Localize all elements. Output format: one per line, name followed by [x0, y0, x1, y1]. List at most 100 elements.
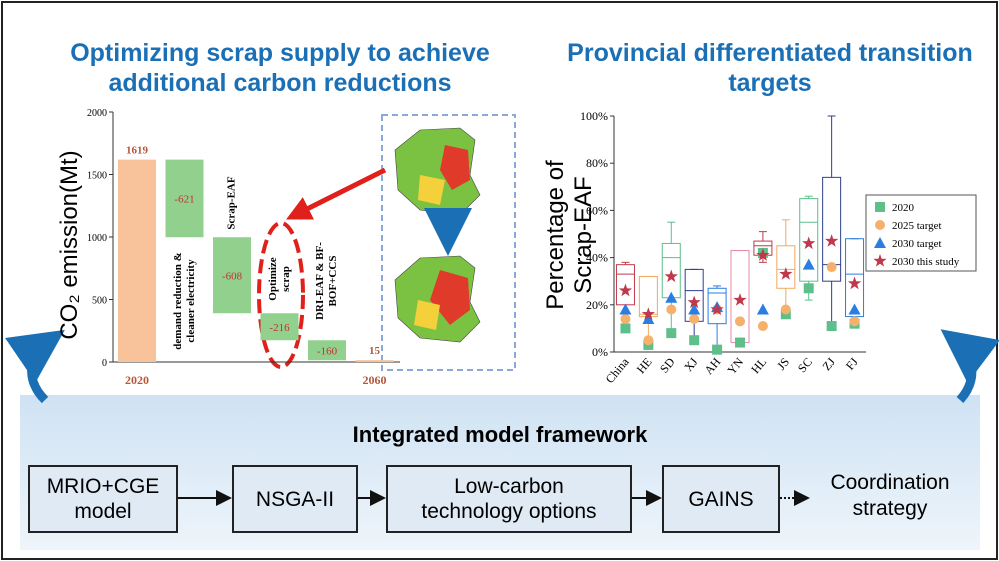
point [666, 328, 677, 339]
x-tick-label: JS [774, 355, 792, 373]
point [873, 254, 887, 267]
left-title: Optimizing scrap supply to achieve addit… [70, 39, 490, 97]
x-tick-label: ZJ [819, 355, 838, 373]
point [712, 344, 723, 355]
box [799, 198, 819, 282]
y-tick-label: 0 [102, 358, 107, 369]
box [707, 287, 727, 325]
point [618, 283, 633, 297]
x-tick-label: AH [702, 355, 724, 378]
map-region [440, 145, 470, 190]
bar [165, 159, 204, 238]
x-tick-label: HL [748, 355, 769, 376]
node: NSGA-II [232, 465, 358, 533]
point [824, 234, 839, 247]
highlight-ellipse [257, 221, 305, 369]
bar [260, 313, 299, 341]
bar [118, 159, 156, 362]
curved-arrow [5, 329, 65, 404]
point [733, 293, 747, 306]
point [666, 304, 677, 315]
x-tick-label: YN [724, 355, 746, 378]
map-region [414, 300, 440, 330]
right-title: Provincial differentiated transition tar… [567, 39, 973, 97]
point [826, 321, 837, 332]
category-label: DRI-EAF & BF-BOF+CCS [314, 242, 339, 321]
point [735, 316, 745, 327]
point [735, 337, 745, 348]
legend-label: 2020 [892, 202, 915, 214]
point [826, 262, 837, 273]
category-label: Optimize scrap [266, 257, 292, 301]
y-tick-label: 2000 [87, 108, 107, 119]
point [874, 237, 886, 248]
point [642, 312, 655, 324]
point [802, 258, 815, 270]
legend-label: 2030 this study [892, 256, 960, 268]
map-frame [381, 114, 516, 371]
box [776, 245, 796, 289]
point [802, 236, 816, 250]
point [849, 316, 860, 327]
point [803, 283, 814, 294]
legend-label: 2025 target [892, 220, 942, 232]
legend-label: 2030 target [892, 238, 942, 250]
category-label: 2020 [125, 373, 149, 387]
y-tick-label: 40% [586, 251, 608, 265]
y-tick-label: 1500 [87, 171, 107, 182]
x-tick-label: SD [657, 355, 678, 376]
y-tick-label: 80% [586, 156, 608, 170]
y-axis-label: Percentage of [542, 160, 569, 310]
point [848, 303, 861, 315]
point [620, 313, 631, 324]
node: Coordination strategy [830, 471, 950, 520]
y-axis-label: Scrap-EAF [570, 176, 597, 294]
node: MRIO+CGE model [28, 465, 178, 533]
value-label: -160 [317, 345, 338, 357]
category-label: 2060 [363, 373, 387, 387]
bar [308, 340, 346, 361]
point [779, 267, 793, 280]
point [688, 303, 701, 315]
point [687, 295, 701, 309]
y-tick-label: 20% [586, 298, 608, 312]
point [875, 202, 885, 212]
point [689, 313, 700, 324]
value-label: -216 [269, 322, 290, 334]
point [780, 304, 791, 315]
box [822, 176, 842, 282]
bar [355, 360, 394, 362]
point [756, 248, 770, 261]
map-region [430, 270, 470, 325]
y-tick-label: 500 [92, 296, 107, 307]
legend [865, 194, 977, 272]
point [665, 291, 678, 303]
point [664, 269, 678, 283]
y-tick-label: 60% [586, 203, 608, 217]
point [757, 321, 768, 332]
node: Low-carbon technology options [386, 465, 632, 533]
point [689, 335, 700, 346]
point [620, 323, 631, 334]
point [643, 335, 654, 346]
value-label: 15 [369, 345, 381, 357]
y-tick-label: 100% [580, 109, 608, 123]
value-label: 1619 [126, 145, 149, 157]
curved-arrow [940, 329, 999, 404]
point [619, 303, 632, 315]
point [641, 307, 656, 320]
value-label: -608 [222, 270, 243, 282]
red-arrow [286, 167, 387, 220]
x-tick-label: HE [634, 355, 655, 376]
category-label: demand reduction & cleaner electricity [171, 252, 197, 351]
framework-title: Integrated model framework [352, 422, 648, 447]
x-tick-label: China [603, 354, 633, 385]
point [847, 276, 862, 290]
x-tick-label: XJ [681, 355, 701, 374]
bar [213, 237, 251, 314]
y-tick-label: 0% [592, 345, 608, 359]
point [710, 302, 724, 316]
point [756, 303, 769, 315]
